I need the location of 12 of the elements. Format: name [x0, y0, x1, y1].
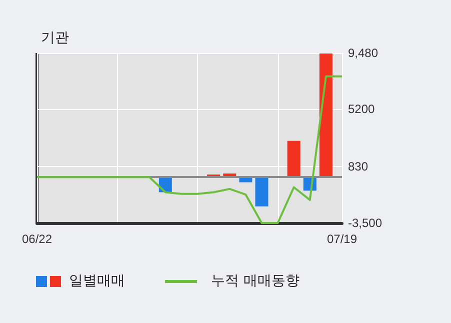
y-tick-label: 5200 — [348, 102, 376, 116]
y-tick-label: -3,500 — [348, 216, 382, 230]
bar — [319, 54, 332, 178]
legend-label: 일별매매 — [69, 272, 125, 290]
x-tick-label: 07/19 — [326, 232, 358, 246]
bar — [287, 140, 300, 178]
y-tick-label: 9,480 — [348, 46, 378, 60]
y-tick-label: 830 — [348, 159, 368, 174]
chart-title: 기관 — [41, 30, 69, 46]
legend-label: 누적 매매동향 — [211, 272, 300, 290]
x-tick-label: 06/22 — [22, 232, 52, 246]
bar — [255, 177, 268, 206]
